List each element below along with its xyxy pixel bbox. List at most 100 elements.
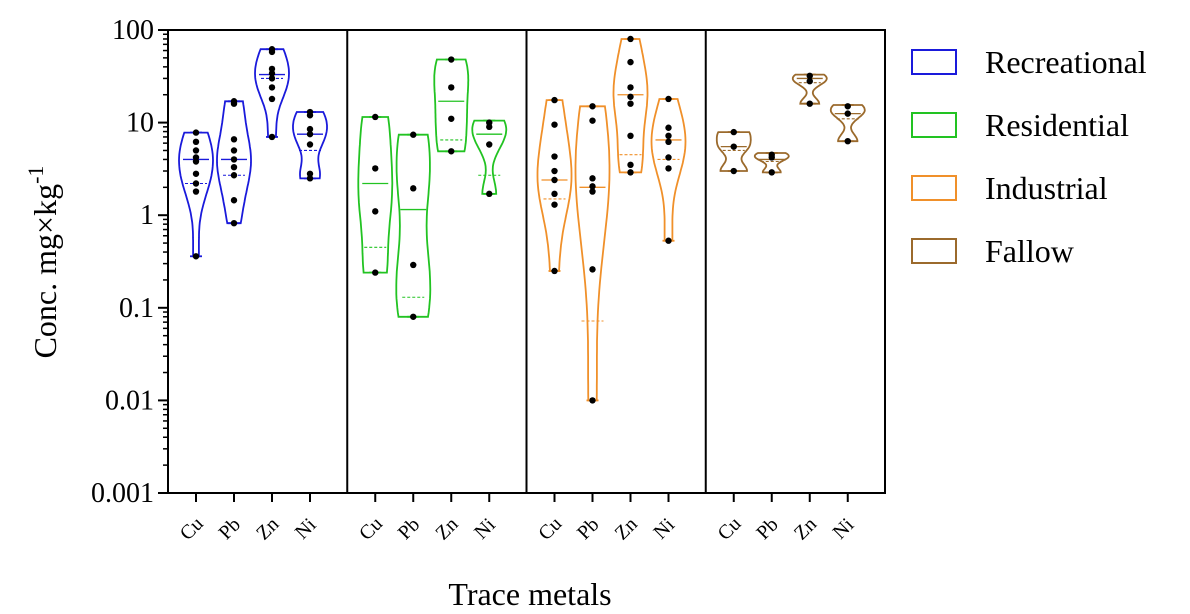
data-point [306, 125, 314, 133]
y-tick-label: 0.1 [119, 293, 154, 324]
data-point [627, 169, 634, 176]
data-point [192, 170, 200, 177]
data-point [589, 103, 596, 110]
data-point [627, 161, 634, 169]
data-point [551, 96, 558, 104]
data-point [551, 176, 558, 184]
violin-recreational-zn [254, 48, 290, 138]
legend-label-recreational: Recreational [985, 44, 1147, 80]
data-point [230, 197, 238, 204]
data-point [806, 100, 813, 107]
y-axis-label: Conc. mg×kg-1 [23, 166, 63, 359]
data-point [192, 188, 200, 195]
data-point [268, 46, 276, 53]
violin-recreational-pb [216, 100, 252, 225]
data-point [410, 261, 417, 269]
x-axis-label: Trace metals [448, 576, 611, 612]
data-point [306, 170, 314, 177]
data-point [589, 175, 596, 182]
data-point [665, 237, 672, 244]
x-tick-label: Zn [252, 513, 283, 544]
data-point [410, 131, 417, 138]
violin-fallow-zn [791, 73, 828, 105]
x-tick-label: Pb [752, 514, 782, 544]
data-point [230, 172, 238, 179]
data-point [589, 183, 596, 190]
y-tick-label: 1 [140, 200, 154, 231]
data-point [192, 129, 200, 136]
data-point [306, 108, 314, 116]
data-point [551, 167, 558, 175]
data-point [665, 165, 672, 172]
x-tick-label: Cu [176, 513, 208, 545]
data-point [768, 151, 775, 158]
x-tick-label: Cu [534, 513, 566, 545]
data-point [268, 75, 276, 82]
data-point [486, 141, 493, 148]
data-point [448, 56, 455, 63]
x-tick-label: Pb [573, 514, 603, 544]
data-point [627, 132, 634, 140]
x-tick-label: Zn [611, 513, 642, 544]
x-tick-label: Zn [790, 513, 821, 544]
data-point [730, 167, 737, 175]
legend-label-fallow: Fallow [985, 233, 1074, 269]
data-point [665, 124, 672, 131]
data-point [230, 156, 238, 163]
violin-industrial-cu [536, 99, 573, 272]
data-point [372, 165, 379, 172]
data-point [551, 201, 558, 208]
x-tick-label: Ni [649, 514, 679, 544]
y-tick-label: 0.001 [91, 478, 154, 509]
data-point [551, 267, 558, 275]
y-tick-label: 0.01 [105, 385, 154, 416]
violin-industrial-zn [612, 38, 649, 174]
data-point [665, 154, 672, 161]
data-point [589, 117, 596, 124]
data-point [730, 128, 737, 136]
legend-swatch-industrial [911, 175, 957, 201]
data-point [230, 147, 238, 154]
data-point [306, 130, 314, 138]
data-point [410, 185, 417, 192]
data-point [192, 138, 200, 146]
violin-fallow-ni [829, 104, 866, 143]
data-point [665, 95, 672, 103]
data-point [448, 148, 455, 155]
data-point [192, 154, 200, 161]
data-point [665, 138, 672, 146]
violin-industrial-pb [574, 105, 611, 402]
data-point [844, 110, 851, 117]
data-point [372, 113, 379, 121]
data-point [551, 153, 558, 160]
data-point [627, 58, 634, 66]
data-point [627, 100, 634, 107]
data-point [486, 190, 493, 198]
x-tick-label: Ni [470, 514, 500, 544]
violin-residential-cu [357, 116, 394, 274]
data-point [230, 163, 238, 171]
legend-label-industrial: Industrial [985, 170, 1108, 206]
data-point [551, 121, 558, 128]
data-point [192, 147, 200, 154]
data-point [627, 93, 634, 100]
violin-residential-zn [433, 58, 470, 153]
data-point [627, 84, 634, 91]
data-point [192, 180, 200, 187]
x-tick-label: Pb [394, 514, 424, 544]
data-point [268, 70, 276, 77]
y-tick-label: 10 [126, 108, 154, 139]
data-point [268, 133, 276, 141]
data-point [306, 141, 314, 148]
data-point [372, 208, 379, 215]
x-tick-label: Pb [215, 514, 245, 544]
violin-residential-ni [471, 119, 508, 195]
data-point [268, 65, 276, 73]
x-tick-label: Cu [713, 513, 745, 545]
data-point [589, 188, 596, 195]
data-point [230, 219, 238, 227]
data-point [806, 77, 813, 85]
data-point [589, 266, 596, 273]
y-tick-label: 100 [112, 15, 154, 46]
x-tick-label: Cu [355, 513, 387, 545]
